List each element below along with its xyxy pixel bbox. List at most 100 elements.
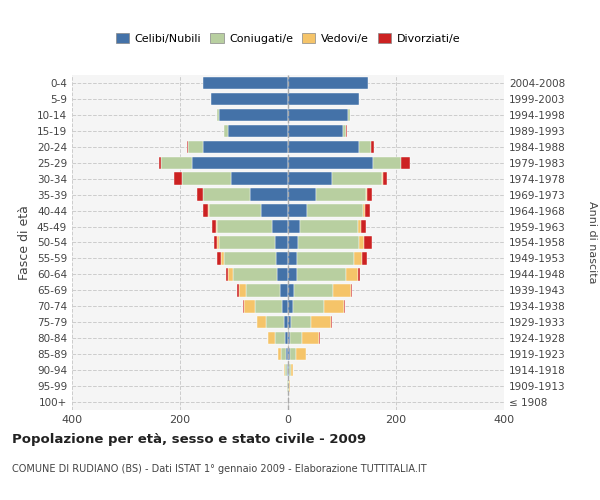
- Bar: [277, 268, 288, 280]
- Bar: [247, 284, 280, 296]
- Bar: [197, 188, 203, 201]
- Bar: [209, 204, 261, 217]
- Bar: [290, 348, 296, 360]
- Bar: [281, 348, 286, 360]
- Bar: [323, 300, 344, 312]
- Bar: [161, 156, 192, 169]
- Bar: [286, 364, 287, 376]
- Bar: [203, 77, 288, 89]
- Bar: [284, 364, 286, 376]
- Bar: [187, 140, 188, 153]
- Bar: [288, 156, 373, 169]
- Bar: [367, 188, 372, 201]
- Bar: [349, 108, 350, 121]
- Bar: [217, 236, 220, 248]
- Bar: [217, 220, 272, 233]
- Bar: [203, 204, 208, 217]
- Bar: [371, 140, 374, 153]
- Bar: [281, 300, 288, 312]
- Bar: [286, 332, 288, 344]
- Bar: [300, 220, 358, 233]
- Bar: [275, 236, 288, 248]
- Bar: [362, 252, 367, 264]
- Bar: [288, 300, 293, 312]
- Bar: [266, 316, 284, 328]
- Bar: [233, 268, 277, 280]
- Bar: [244, 300, 254, 312]
- Bar: [174, 172, 182, 185]
- Bar: [311, 316, 331, 328]
- Bar: [215, 220, 217, 233]
- Bar: [288, 204, 307, 217]
- Bar: [359, 236, 364, 248]
- Bar: [288, 316, 291, 328]
- Bar: [288, 124, 343, 137]
- Bar: [332, 172, 382, 185]
- Bar: [221, 252, 224, 264]
- Text: Popolazione per età, sesso e stato civile - 2009: Popolazione per età, sesso e stato civil…: [12, 432, 366, 446]
- Bar: [272, 220, 288, 233]
- Bar: [212, 220, 215, 233]
- Bar: [364, 236, 372, 248]
- Bar: [289, 364, 291, 376]
- Text: Anni di nascita: Anni di nascita: [587, 201, 597, 284]
- Bar: [217, 108, 219, 121]
- Bar: [254, 300, 281, 312]
- Bar: [288, 108, 349, 121]
- Bar: [355, 252, 362, 264]
- Bar: [358, 220, 361, 233]
- Bar: [182, 172, 232, 185]
- Bar: [203, 140, 288, 153]
- Bar: [365, 204, 370, 217]
- Bar: [192, 156, 288, 169]
- Bar: [219, 108, 288, 121]
- Bar: [288, 140, 359, 153]
- Bar: [302, 332, 319, 344]
- Bar: [358, 268, 361, 280]
- Bar: [296, 268, 346, 280]
- Legend: Celibi/Nubili, Coniugati/e, Vedovi/e, Divorziati/e: Celibi/Nubili, Coniugati/e, Vedovi/e, Di…: [112, 28, 464, 48]
- Bar: [334, 284, 350, 296]
- Bar: [288, 188, 316, 201]
- Bar: [239, 284, 247, 296]
- Bar: [288, 252, 296, 264]
- Bar: [203, 188, 250, 201]
- Bar: [346, 268, 358, 280]
- Bar: [232, 172, 288, 185]
- Bar: [373, 156, 401, 169]
- Bar: [288, 236, 298, 248]
- Bar: [280, 284, 288, 296]
- Bar: [296, 252, 355, 264]
- Bar: [224, 252, 276, 264]
- Bar: [250, 188, 288, 201]
- Bar: [288, 220, 300, 233]
- Bar: [298, 236, 359, 248]
- Bar: [383, 172, 388, 185]
- Bar: [316, 188, 366, 201]
- Bar: [362, 204, 365, 217]
- Bar: [350, 284, 352, 296]
- Bar: [288, 172, 332, 185]
- Bar: [226, 268, 228, 280]
- Bar: [290, 364, 293, 376]
- Text: COMUNE DI RUDIANO (BS) - Dati ISTAT 1° gennaio 2009 - Elaborazione TUTTITALIA.IT: COMUNE DI RUDIANO (BS) - Dati ISTAT 1° g…: [12, 464, 427, 474]
- Bar: [217, 252, 221, 264]
- Bar: [268, 332, 275, 344]
- Bar: [214, 236, 217, 248]
- Bar: [228, 268, 233, 280]
- Bar: [293, 300, 323, 312]
- Bar: [361, 220, 366, 233]
- Bar: [401, 156, 410, 169]
- Bar: [211, 92, 288, 105]
- Bar: [290, 332, 302, 344]
- Bar: [288, 348, 290, 360]
- Bar: [288, 268, 296, 280]
- Bar: [296, 348, 306, 360]
- Bar: [286, 348, 288, 360]
- Bar: [289, 380, 290, 392]
- Bar: [288, 77, 368, 89]
- Bar: [278, 348, 281, 360]
- Bar: [291, 316, 311, 328]
- Bar: [227, 124, 288, 137]
- Bar: [288, 92, 359, 105]
